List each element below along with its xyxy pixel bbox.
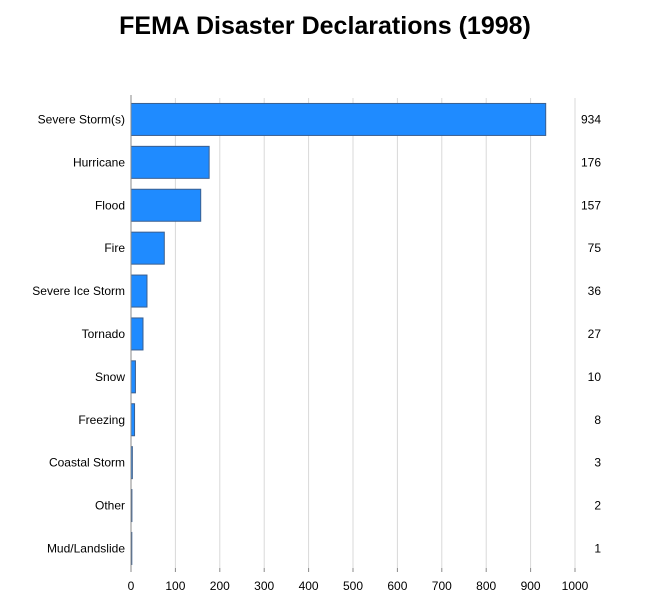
bar — [130, 274, 148, 308]
value-labels: 934 176 157 75 36 27 10 8 3 2 1 — [581, 112, 601, 555]
value-label: 10 — [588, 370, 602, 384]
category-label: Snow — [95, 370, 125, 384]
x-tick-label: 800 — [476, 579, 496, 593]
category-label: Other — [95, 499, 125, 513]
value-label: 36 — [588, 284, 602, 298]
value-label: 8 — [594, 413, 601, 427]
bar — [130, 317, 144, 351]
chart-title: FEMA Disaster Declarations (1998) — [119, 12, 531, 40]
x-tick-label: 0 — [128, 579, 135, 593]
value-label: 157 — [581, 198, 601, 212]
category-label: Coastal Storm — [49, 456, 125, 470]
x-tick-label: 700 — [432, 579, 452, 593]
category-label: Mud/Landslide — [47, 541, 125, 555]
x-tick-label: 200 — [210, 579, 230, 593]
value-label: 176 — [581, 155, 601, 169]
x-tick-label: 400 — [299, 579, 319, 593]
category-labels: Severe Storm(s) Hurricane Flood Fire Severe … — [32, 112, 125, 555]
bar — [130, 188, 202, 222]
x-tick-label: 100 — [165, 579, 185, 593]
category-label: Freezing — [78, 413, 125, 427]
x-tick-label: 900 — [521, 579, 541, 593]
axes — [130, 95, 576, 572]
value-label: 3 — [594, 456, 601, 470]
category-label: Severe Storm(s) — [38, 112, 125, 126]
x-tick-label: 300 — [254, 579, 274, 593]
bar — [130, 102, 547, 136]
value-label: 1 — [594, 541, 601, 555]
category-label: Severe Ice Storm — [32, 284, 125, 298]
grid-lines — [174, 98, 576, 568]
value-label: 2 — [594, 499, 601, 513]
value-label: 27 — [588, 327, 602, 341]
bars — [130, 102, 547, 565]
category-label: Fire — [104, 241, 125, 255]
x-tick-label: 500 — [343, 579, 363, 593]
x-tick-labels: 0 100 200 300 400 500 600 700 800 900 1000 — [128, 579, 589, 593]
category-label: Tornado — [82, 327, 126, 341]
value-label: 75 — [588, 241, 602, 255]
bar — [130, 360, 136, 394]
bar — [130, 145, 210, 179]
category-label: Hurricane — [73, 155, 125, 169]
category-label: Flood — [95, 198, 125, 212]
x-tick-label: 600 — [387, 579, 407, 593]
bar — [130, 403, 136, 437]
value-label: 934 — [581, 112, 601, 126]
bar — [130, 231, 165, 265]
x-tick-label: 1000 — [562, 579, 589, 593]
